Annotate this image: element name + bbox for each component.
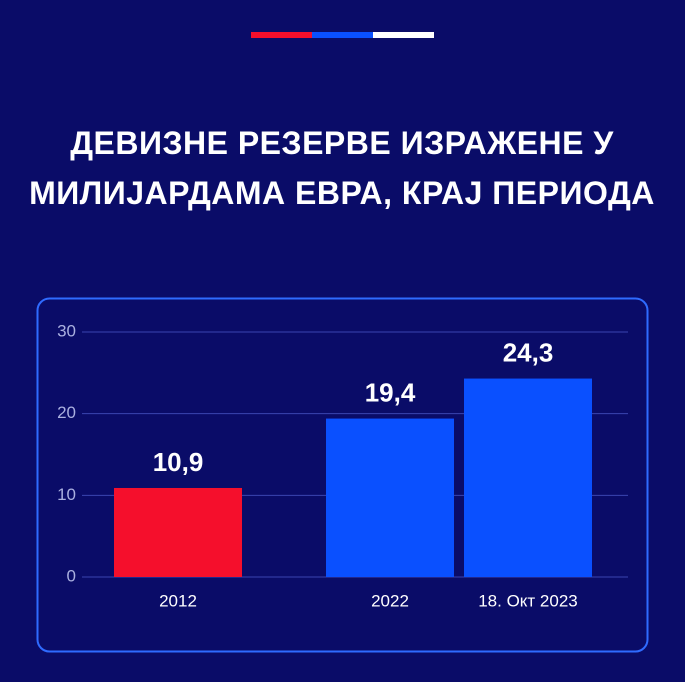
y-tick-label: 0	[67, 566, 76, 585]
x-tick-label: 18. Окт 2023	[478, 591, 578, 610]
x-tick-label: 2012	[159, 591, 197, 610]
y-tick-label: 30	[57, 321, 76, 340]
stripe-white	[373, 32, 434, 38]
stripe-blue	[312, 32, 373, 38]
value-label: 10,9	[153, 447, 204, 477]
bar	[114, 487, 242, 577]
chart-title: ДЕВИЗНЕ РЕЗЕРВЕ ИЗРАЖЕНЕ У МИЛИЈАРДАМА Е…	[29, 125, 655, 211]
bar	[464, 378, 592, 577]
bar	[326, 418, 454, 577]
stripe-red	[251, 32, 312, 38]
x-tick-label: 2022	[371, 591, 409, 610]
y-tick-label: 10	[57, 485, 76, 504]
y-tick-label: 20	[57, 403, 76, 422]
panel	[36, 297, 649, 653]
value-label: 19,4	[365, 377, 416, 407]
value-label: 24,3	[503, 337, 554, 367]
